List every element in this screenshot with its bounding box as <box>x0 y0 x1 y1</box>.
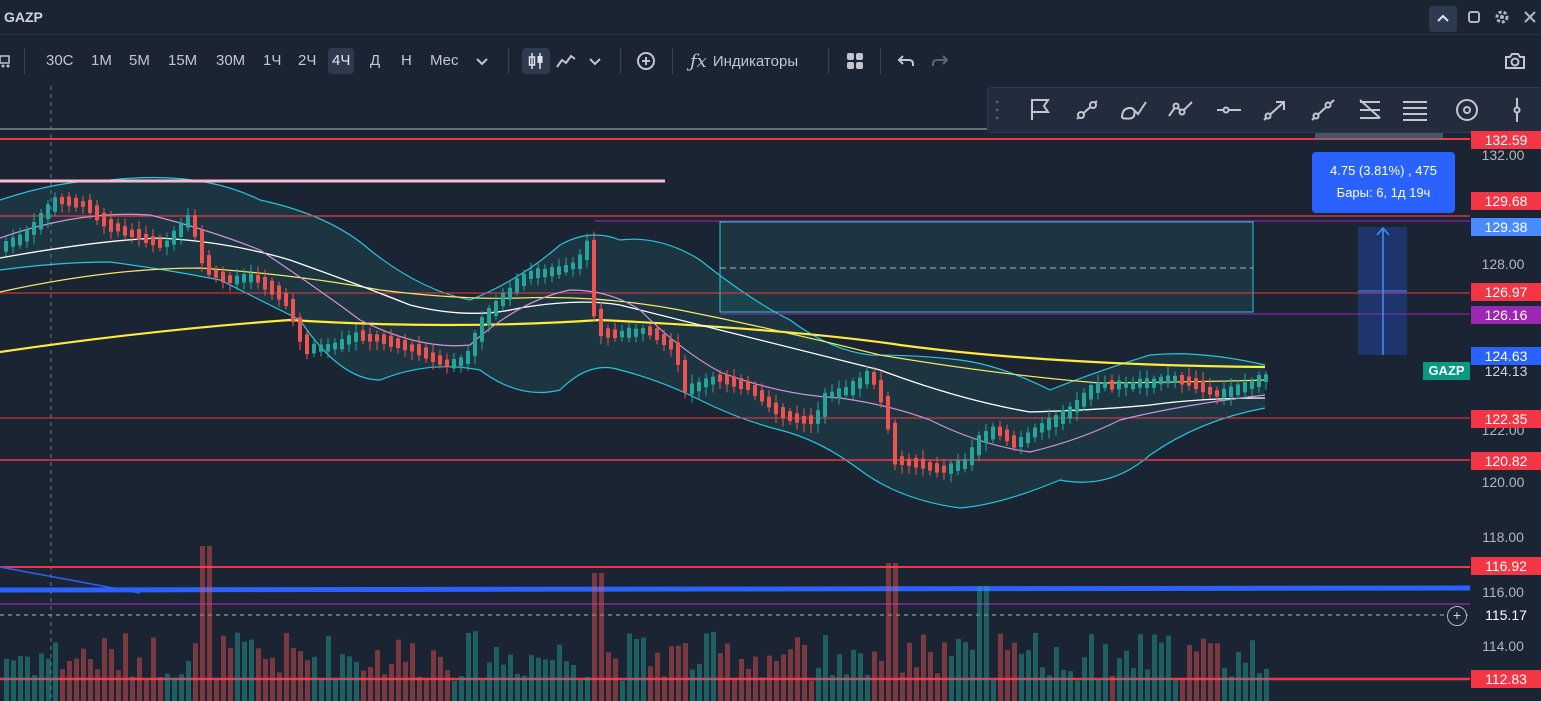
ray-icon[interactable] <box>1308 96 1338 124</box>
axis-label: 132.00 <box>1481 147 1525 163</box>
window-controls <box>1429 6 1541 32</box>
camera-icon[interactable] <box>1504 48 1526 74</box>
price-tag: 126.97 <box>1471 283 1541 301</box>
flag-icon[interactable] <box>1026 96 1056 124</box>
range-box[interactable] <box>719 221 1254 313</box>
bollinger-upper <box>0 176 1266 391</box>
close-icon[interactable] <box>1519 6 1541 28</box>
parallel-channel-icon[interactable] <box>1400 96 1430 124</box>
symbol-price-tag: GAZP <box>1423 362 1470 380</box>
restore-icon[interactable] <box>1463 6 1485 28</box>
cart-icon[interactable] <box>0 48 12 74</box>
candles-icon[interactable] <box>522 48 550 74</box>
price-tag: 122.35 <box>1471 410 1541 428</box>
price-tag: 112.83 <box>1471 670 1541 688</box>
redo-icon[interactable] <box>931 48 949 74</box>
chevron-down-icon[interactable] <box>587 48 603 74</box>
price-tag: 129.68 <box>1471 192 1541 210</box>
window-title: GAZP <box>4 9 43 25</box>
price-tag: 129.38 <box>1471 218 1541 236</box>
chart-toolbar: 30С 1М 5М 15М 30М 1Ч 2Ч 4Ч Д Н Мес ƒx Ин… <box>0 40 1541 80</box>
add-compare-icon[interactable] <box>636 48 656 74</box>
price-tag: 126.16 <box>1471 306 1541 324</box>
settings-icon[interactable] <box>1491 6 1513 28</box>
timeframe-w[interactable]: Н <box>401 52 412 69</box>
indicators-icon: ƒx <box>690 50 707 72</box>
candles <box>4 192 1268 482</box>
price-tag: 120.82 <box>1471 452 1541 470</box>
axis-label: 118.00 <box>1482 529 1524 545</box>
window-titlebar: GAZP <box>0 0 1541 35</box>
price-chart[interactable] <box>0 86 1541 701</box>
timeframe-30s[interactable]: 30С <box>46 52 74 69</box>
timeframe-1h[interactable]: 1Ч <box>263 52 282 69</box>
price-tag: 132.59 <box>1471 131 1541 149</box>
horizontal-line-icon[interactable] <box>1214 96 1244 124</box>
circle-icon[interactable] <box>1452 96 1482 124</box>
price-tag: 124.63 <box>1471 347 1541 365</box>
add-plus-icon[interactable]: + <box>1447 606 1467 626</box>
drawing-tools-panel <box>987 87 1541 133</box>
axis-label: 114.00 <box>1482 638 1524 654</box>
level-blue-thick[interactable] <box>0 585 1471 593</box>
bollinger-lower <box>0 261 1266 509</box>
fib-icon[interactable] <box>1354 96 1384 124</box>
bollinger-fill <box>0 177 1265 508</box>
trend-line-icon[interactable] <box>1072 96 1102 124</box>
timeframe-2h[interactable]: 2Ч <box>298 52 317 69</box>
measure-tooltip: 4.75 (3.81%) , 475 Бары: 6, 1д 19ч <box>1312 152 1455 213</box>
layout-icon[interactable] <box>846 48 864 74</box>
timeframe-15m[interactable]: 15М <box>168 52 198 69</box>
indicators-button[interactable]: ƒx Индикаторы <box>690 48 798 74</box>
vertical-line-icon[interactable] <box>1502 96 1532 124</box>
brush-icon[interactable] <box>1118 96 1148 124</box>
indicators-label: Индикаторы <box>712 52 799 70</box>
timeframe-30m[interactable]: 30М <box>216 52 246 69</box>
volume-bars <box>4 546 1269 701</box>
arrow-icon[interactable] <box>1260 96 1290 124</box>
ma-violet <box>0 213 1266 453</box>
axis-label: 116.00 <box>1482 584 1524 600</box>
drag-handle-icon[interactable] <box>994 98 1000 122</box>
price-tag: 116.92 <box>1471 557 1541 575</box>
price-tag: 115.17 <box>1471 606 1541 624</box>
chevron-down-icon[interactable] <box>474 48 490 74</box>
axis-label: 128.00 <box>1481 256 1525 272</box>
trend-line-blue[interactable] <box>0 566 141 594</box>
timeframe-d[interactable]: Д <box>370 52 381 69</box>
timeframe-1m[interactable]: 1М <box>91 52 112 69</box>
ma-white <box>0 237 1266 413</box>
line-chart-icon[interactable] <box>556 48 576 74</box>
maximize-icon[interactable] <box>1429 6 1457 32</box>
undo-icon[interactable] <box>897 48 915 74</box>
price-tag: 124.13 <box>1484 363 1528 379</box>
timeframe-month[interactable]: Мес <box>430 52 459 69</box>
polyline-icon[interactable] <box>1166 96 1196 124</box>
measure-change: 4.75 (3.81%) , 475 <box>1330 163 1437 178</box>
axis-label: 120.00 <box>1481 474 1525 490</box>
timeframe-5m[interactable]: 5М <box>129 52 150 69</box>
measure-bars: Бары: 6, 1д 19ч <box>1336 185 1431 200</box>
timeframe-4h[interactable]: 4Ч <box>328 48 355 74</box>
